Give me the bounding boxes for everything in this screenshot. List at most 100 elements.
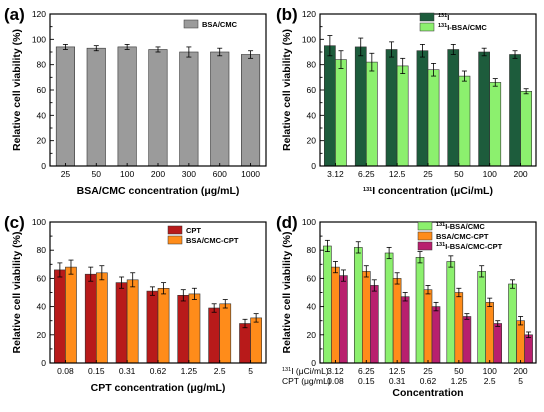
bar: [524, 334, 533, 364]
chart-panel: (b) 0 20 40 60 80 100 120 3.12 6.25 12.5 25 50 100 200…: [276, 5, 537, 197]
label-text: I-BSA/CMC: [445, 222, 485, 231]
legend-swatch: [417, 231, 433, 241]
label-text: CPT (μg/mL): [282, 376, 331, 386]
y-axis-label: Relative cell viability (%): [281, 232, 293, 354]
x-tick-label: 25: [423, 366, 433, 376]
label-text: CPT: [186, 226, 201, 235]
x-tick-label: 200: [151, 169, 165, 179]
x-tick-label: 12.5: [389, 169, 406, 179]
x-row2-label: CPT (μg/mL): [282, 376, 331, 386]
bar: [84, 273, 97, 364]
legend-swatch: [419, 12, 435, 22]
label-text: I-BSA/CMC: [447, 23, 487, 32]
panel-label: (b): [276, 5, 298, 24]
y-axis-label: Relative cell viability (%): [11, 29, 23, 151]
bar: [489, 82, 502, 167]
x-axis-label: Concentration: [392, 387, 463, 399]
bar: [157, 287, 170, 364]
bar: [400, 296, 410, 364]
superscript-label: 131: [282, 367, 291, 373]
x-tick-label: 100: [120, 169, 134, 179]
x-axis-label: CPT concentration (μg/mL): [91, 382, 226, 394]
chart-panel: (c) 0 20 40 60 80 100 0.08 0.15 0.31 0.62 1.25 2.5 5 C…: [4, 213, 267, 394]
bar: [115, 282, 128, 364]
label-text: BSA/CMC concentration (μg/mL): [77, 185, 240, 197]
y-tick-label: 40: [37, 110, 47, 120]
label-text: I-BSA/CMC-CPT: [445, 242, 502, 251]
label-text: BSA/CMC-CPT: [186, 236, 239, 245]
y-tick-label: 0: [311, 358, 316, 368]
label-text: BSA/CMC: [202, 20, 238, 29]
label-text: I (μCi/mL): [291, 366, 329, 376]
bar: [239, 323, 251, 364]
y-tick-label: 60: [37, 85, 47, 95]
y-tick-label: 80: [307, 245, 317, 255]
y-tick-label: 60: [37, 273, 47, 283]
y-tick-label: 60: [307, 273, 317, 283]
bar: [462, 316, 472, 364]
y-tick-label: 80: [37, 60, 47, 70]
bar: [148, 49, 168, 167]
label-text: BSA/CMC-CPT: [436, 232, 489, 241]
bar: [55, 46, 76, 167]
x-tick-label: 5: [248, 366, 253, 376]
label-text: CPT concentration (μg/mL): [91, 382, 226, 394]
bar: [516, 320, 525, 364]
y-tick-label: 80: [307, 60, 317, 70]
bar: [509, 54, 521, 167]
legend-swatch: [167, 225, 183, 235]
legend-label: BSA/CMC-CPT: [436, 232, 489, 241]
superscript-label: 131: [438, 23, 447, 29]
y-tick-label: 100: [32, 217, 46, 227]
y-tick-label: 20: [307, 136, 317, 146]
label-text: Concentration: [392, 387, 463, 399]
x-row1-label: 131I (μCi/mL): [282, 366, 329, 376]
x-tick-label: 6.25: [358, 169, 375, 179]
x-tick-label: 200: [513, 366, 527, 376]
legend-label: BSA/CMC-CPT: [186, 236, 239, 245]
legend-label: BSA/CMC: [202, 20, 238, 29]
legend-swatch: [183, 19, 199, 29]
bar: [427, 69, 440, 167]
bar: [331, 266, 340, 364]
x-tick-label: 2.5: [214, 366, 226, 376]
x-tick-label: 3.12: [327, 169, 344, 179]
y-tick-label: 0: [41, 161, 46, 171]
y-tick-label: 100: [302, 217, 316, 227]
legend-swatch: [417, 241, 433, 251]
legend-label: CPT: [186, 226, 201, 235]
panel-label: (c): [4, 213, 25, 232]
bar: [493, 323, 503, 364]
bar: [485, 302, 495, 364]
bar: [520, 91, 532, 167]
x-tick-label-secondary: 0.08: [327, 376, 344, 386]
bar: [96, 272, 108, 364]
x-tick-label: 100: [483, 366, 497, 376]
x-tick-label: 0.31: [119, 366, 136, 376]
x-axis-label: 131I concentration (μCi/mL): [363, 185, 493, 197]
superscript-label: 131: [436, 242, 445, 248]
legend-label: 131I: [438, 13, 449, 22]
bar: [384, 252, 394, 364]
legend-swatch: [167, 235, 183, 245]
bar: [446, 261, 456, 364]
x-axis-label: BSA/CMC concentration (μg/mL): [77, 185, 240, 197]
y-tick-label: 80: [37, 245, 47, 255]
x-tick-label: 300: [182, 169, 196, 179]
bar: [179, 51, 199, 167]
x-tick-label: 25: [61, 169, 71, 179]
y-tick-label: 40: [307, 302, 317, 312]
label-text: I: [447, 13, 449, 22]
bar: [396, 65, 409, 167]
x-tick-label: 600: [213, 169, 227, 179]
bar: [146, 290, 159, 364]
bar: [458, 75, 471, 167]
bar: [126, 279, 139, 364]
bar: [415, 256, 425, 364]
bar: [431, 306, 441, 364]
legend-swatch: [417, 221, 433, 231]
bar: [219, 303, 232, 364]
bar: [478, 51, 491, 167]
bar: [365, 61, 378, 167]
